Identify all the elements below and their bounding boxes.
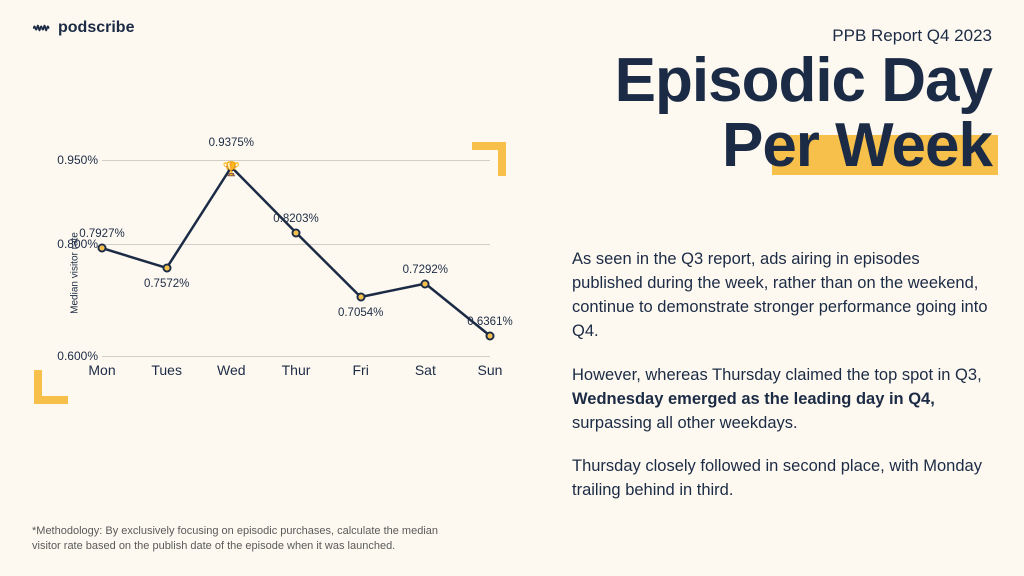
podscribe-wave-icon — [32, 18, 52, 38]
plot-area: 0.600%0.800%0.950%MonTuesWedThurFriSatSu… — [102, 160, 490, 356]
x-tick-label: Mon — [88, 362, 115, 378]
data-point — [356, 292, 365, 301]
data-point — [486, 331, 495, 340]
line-chart: Median visitor rate 0.600%0.800%0.950%Mo… — [40, 148, 500, 398]
report-subtitle: PPB Report Q4 2023 — [832, 26, 992, 46]
x-tick-label: Tues — [151, 362, 182, 378]
title-line-2: Per Week — [722, 113, 992, 178]
corner-accent-bottom-left — [34, 370, 68, 404]
paragraph-3: Thursday closely followed in second plac… — [572, 455, 992, 503]
trophy-icon: 🏆 — [223, 161, 240, 178]
methodology-footnote: *Methodology: By exclusively focusing on… — [32, 524, 452, 554]
data-point — [421, 279, 430, 288]
gridline — [102, 356, 490, 357]
brand-logo: podscribe — [32, 18, 134, 38]
paragraph-2: However, whereas Thursday claimed the to… — [572, 364, 992, 436]
x-tick-label: Sun — [478, 362, 503, 378]
body-copy: As seen in the Q3 report, ads airing in … — [572, 248, 992, 523]
title-line-1: Episodic Day — [615, 48, 992, 113]
data-point — [162, 263, 171, 272]
data-point — [98, 244, 107, 253]
line-path — [102, 160, 490, 356]
page-title: Episodic Day Per Week — [615, 48, 992, 178]
y-tick-label: 0.600% — [48, 349, 98, 363]
x-tick-label: Thur — [282, 362, 311, 378]
value-label: 0.9375% — [209, 137, 254, 149]
y-tick-label: 0.950% — [48, 153, 98, 167]
data-point — [292, 228, 301, 237]
x-tick-label: Wed — [217, 362, 246, 378]
brand-name: podscribe — [58, 19, 134, 37]
x-tick-label: Fri — [352, 362, 368, 378]
x-tick-label: Sat — [415, 362, 436, 378]
paragraph-1: As seen in the Q3 report, ads airing in … — [572, 248, 992, 344]
